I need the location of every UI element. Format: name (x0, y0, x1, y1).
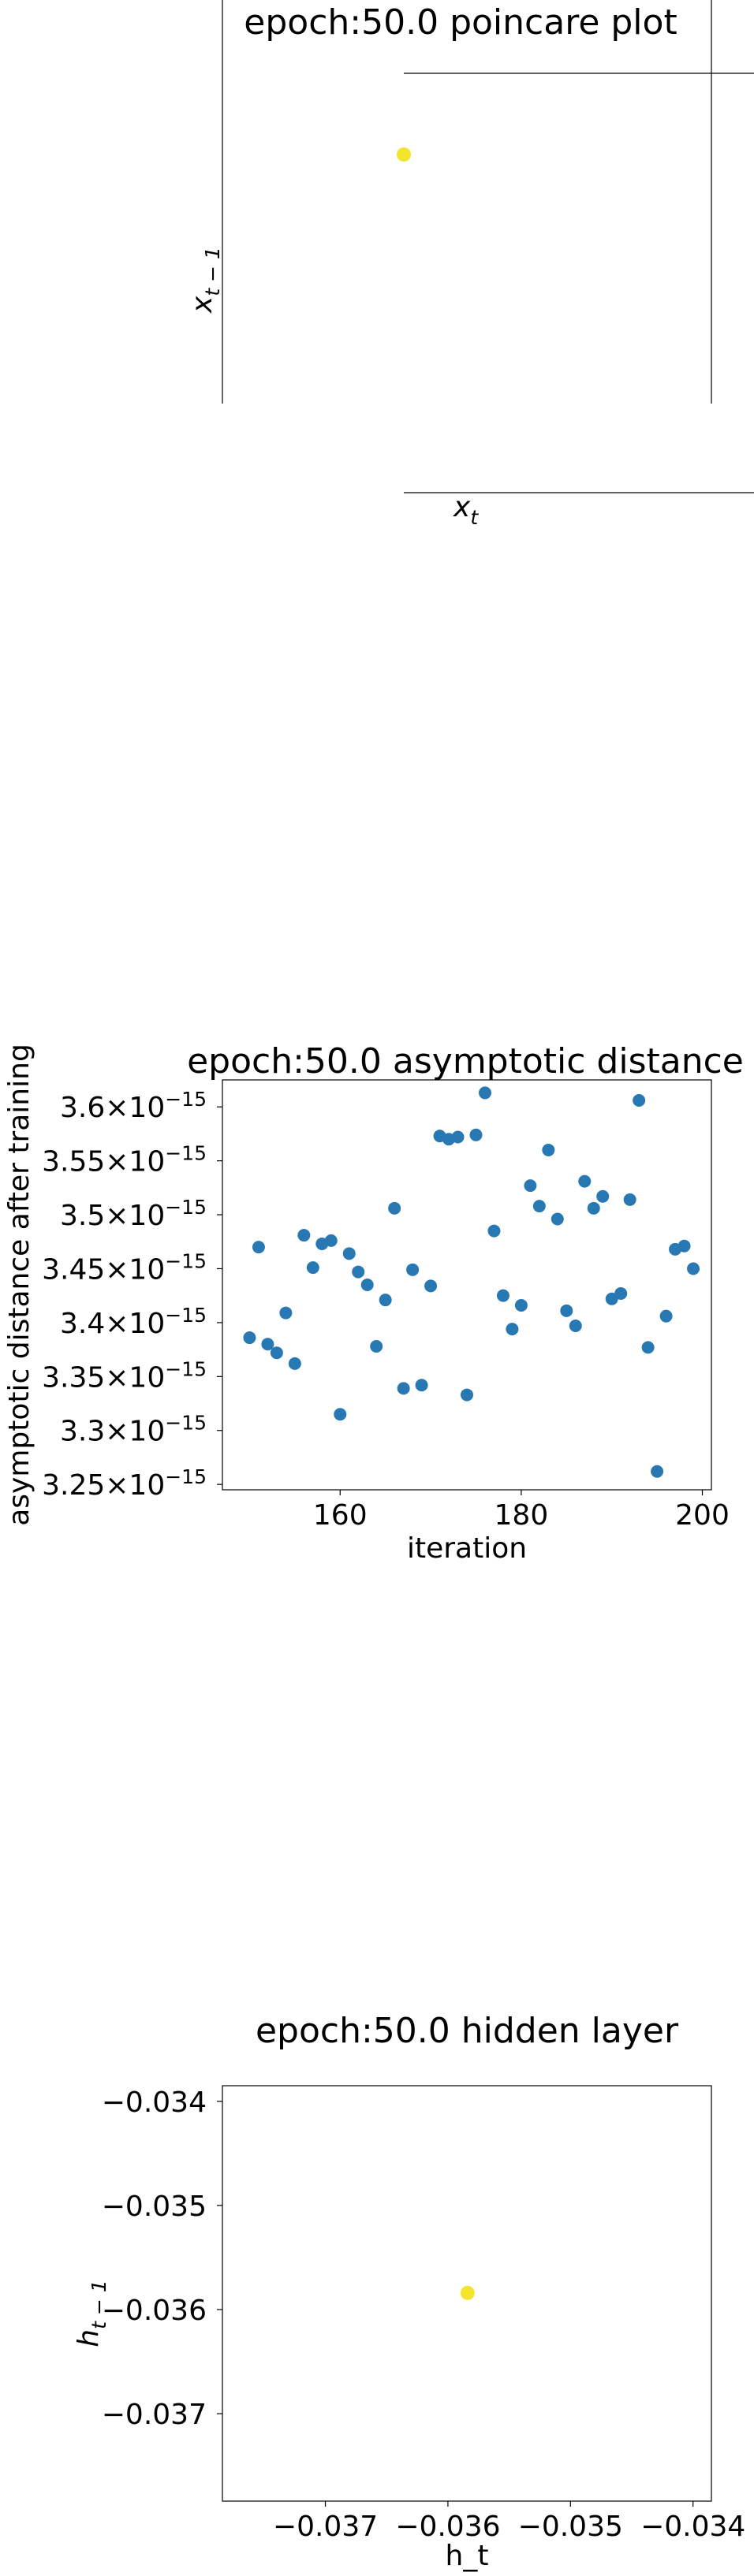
hidden-x-label: h_t (446, 2540, 489, 2572)
asymptotic-point (270, 1346, 283, 1360)
asymptotic-point (496, 1289, 510, 1302)
hidden-plot-frame (222, 2085, 712, 2502)
asymptotic-point (406, 1263, 420, 1276)
asymptotic-point (542, 1143, 555, 1156)
asymptotic-point (288, 1357, 301, 1370)
asymptotic-point (605, 1292, 618, 1305)
poincare-point (397, 147, 411, 162)
hidden-x-tick-label: −0.037 (273, 2511, 378, 2543)
hidden-point (460, 2285, 475, 2300)
poincare-x-label: xt (453, 491, 479, 529)
asymptotic-point (569, 1320, 582, 1332)
asymptotic-point (478, 1086, 491, 1100)
asymptotic-point (252, 1241, 265, 1254)
asymptotic-point (360, 1279, 374, 1291)
hidden-layer-chart: epoch:50.0 hidden layer −0.037−0.036−0.0… (73, 2011, 745, 2572)
asymptotic-point (342, 1247, 356, 1260)
asymptotic-point (397, 1382, 410, 1395)
asymptotic-y-tick-label: 3.4×10−15 (60, 1304, 207, 1340)
asymptotic-title: epoch:50.0 asymptotic distance (187, 1041, 744, 1081)
asymptotic-point (677, 1239, 691, 1253)
asymptotic-x-tick-label: 180 (495, 1499, 549, 1532)
asymptotic-point (578, 1174, 592, 1188)
asymptotic-point (514, 1299, 528, 1312)
asymptotic-y-tick-label: 3.6×10−15 (60, 1088, 207, 1124)
asymptotic-point (560, 1304, 573, 1317)
asymptotic-points (243, 1086, 700, 1478)
asymptotic-x-ticks: 160 180 200 (313, 1490, 730, 1532)
asymptotic-point (379, 1294, 392, 1307)
asymptotic-point (424, 1279, 438, 1293)
asymptotic-point (324, 1234, 338, 1247)
asymptotic-point (352, 1265, 365, 1279)
asymptotic-point (279, 1306, 293, 1320)
asymptotic-point (532, 1200, 546, 1213)
asymptotic-point (633, 1094, 646, 1107)
asymptotic-point (415, 1379, 428, 1392)
asymptotic-x-tick-label: 160 (313, 1499, 368, 1532)
asymptotic-point (461, 1388, 473, 1402)
hidden-y-label: ht − 1 (73, 2280, 110, 2347)
asymptotic-y-tick-label: 3.55×10−15 (42, 1142, 207, 1178)
poincare-title: epoch:50.0 poincare plot (244, 2, 677, 43)
asymptotic-x-label: iteration (407, 1532, 527, 1565)
asymptotic-point (587, 1201, 600, 1215)
asymptotic-point (651, 1465, 664, 1478)
asymptotic-point (388, 1201, 401, 1215)
asymptotic-point (623, 1193, 636, 1206)
poincare-y-label: xt − 1 (186, 247, 224, 314)
asymptotic-distance-chart: epoch:50.0 asymptotic distance 3.25×10−1… (3, 1041, 744, 1565)
asymptotic-point (243, 1331, 256, 1345)
hidden-y-tick-label: −0.037 (102, 2399, 207, 2431)
hidden-y-tick-label: −0.035 (102, 2191, 207, 2223)
hidden-y-tick-label: −0.036 (102, 2295, 207, 2327)
hidden-y-ticks: −0.037 −0.036 −0.035 −0.034 (102, 2086, 222, 2431)
asymptotic-point (469, 1128, 483, 1141)
asymptotic-point (334, 1408, 347, 1421)
asymptotic-point (506, 1323, 519, 1336)
hidden-x-tick-label: −0.035 (518, 2511, 623, 2543)
asymptotic-point (524, 1179, 537, 1193)
asymptotic-point (306, 1261, 319, 1275)
hidden-title: epoch:50.0 hidden layer (256, 2011, 679, 2051)
asymptotic-y-tick-label: 3.35×10−15 (42, 1357, 207, 1394)
asymptotic-y-tick-label: 3.3×10−15 (60, 1412, 207, 1448)
asymptotic-point (261, 1338, 274, 1351)
asymptotic-point (641, 1341, 655, 1354)
hidden-y-tick-label: −0.034 (102, 2086, 207, 2119)
asymptotic-plot-frame (222, 1079, 712, 1491)
hidden-x-tick-label: −0.034 (640, 2511, 745, 2543)
asymptotic-y-tick-label: 3.25×10−15 (42, 1465, 207, 1502)
asymptotic-x-tick-label: 200 (675, 1499, 730, 1532)
asymptotic-point (659, 1309, 673, 1323)
asymptotic-point (451, 1130, 465, 1144)
hidden-x-tick-label: −0.036 (395, 2511, 500, 2543)
asymptotic-point (614, 1286, 628, 1300)
asymptotic-y-tick-label: 3.5×10−15 (60, 1196, 207, 1232)
asymptotic-point (596, 1189, 610, 1203)
asymptotic-y-label: asymptotic distance after training (3, 1044, 35, 1526)
asymptotic-y-tick-label: 3.45×10−15 (42, 1249, 207, 1286)
asymptotic-point (370, 1340, 383, 1353)
asymptotic-point (551, 1212, 564, 1226)
asymptotic-point (487, 1224, 501, 1238)
hidden-x-ticks: −0.037 −0.036 −0.035 −0.034 (273, 2501, 745, 2543)
hidden-points (460, 2285, 475, 2300)
asymptotic-point (297, 1229, 311, 1242)
asymptotic-y-ticks: 3.25×10−15 3.3×10−15 3.35×10−15 3.4×10−15 3.… (42, 1088, 222, 1502)
poincare-chart: epoch:50.0 poincare plot xt xt − 1 (186, 0, 754, 529)
asymptotic-point (687, 1262, 700, 1275)
